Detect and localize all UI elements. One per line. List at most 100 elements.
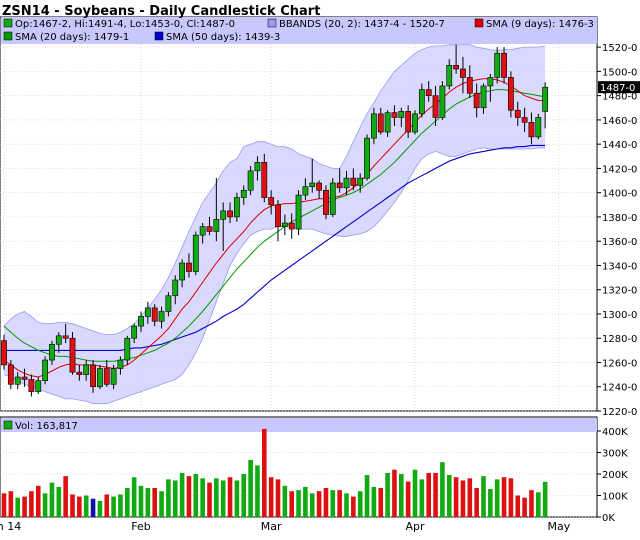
volume-bar — [166, 479, 171, 517]
candle-body — [542, 86, 549, 112]
candle-body — [131, 325, 138, 339]
candle-body — [103, 368, 110, 385]
volume-tick-label: 100K — [602, 492, 628, 503]
volume-bar — [42, 493, 48, 517]
candle-body — [316, 182, 322, 191]
candle-body — [466, 77, 473, 94]
volume-bar — [440, 462, 445, 517]
candle-body — [425, 89, 432, 96]
volume-legend-swatch — [3, 420, 13, 430]
candle-body — [1, 340, 7, 366]
candle-body — [21, 376, 28, 380]
candle-body — [412, 113, 418, 133]
candle-body — [507, 77, 514, 111]
volume-bar — [289, 491, 294, 517]
candle-body — [487, 77, 494, 87]
volume-bar — [371, 486, 377, 517]
candle-body — [521, 117, 528, 123]
candle-body — [186, 262, 192, 272]
price-tick-label: 1400-0 — [602, 189, 637, 200]
price-tick-label: 1360-0 — [602, 237, 637, 248]
chart-title: ZSN14 - Soybeans - Daily Candlestick Cha… — [2, 4, 320, 19]
candle-body — [227, 210, 233, 218]
candle-body — [69, 337, 76, 373]
volume-bar — [344, 493, 349, 517]
candle-body — [460, 68, 466, 78]
volume-bar — [111, 496, 116, 517]
volume-bar — [172, 480, 178, 517]
candle-body — [199, 226, 206, 236]
candle-body — [473, 92, 480, 109]
candle-body — [391, 112, 398, 118]
volume-header — [1, 418, 597, 432]
volume-bar — [125, 487, 130, 517]
volume-bar — [522, 497, 527, 517]
candle-body — [254, 162, 261, 172]
volume-bar — [426, 472, 431, 517]
volume-bar — [29, 491, 34, 517]
volume-bar — [268, 477, 274, 517]
volume-bar — [1, 493, 7, 517]
candle-body — [309, 182, 316, 187]
price-tick-label: 1500-0 — [602, 67, 637, 78]
legend-swatch-sma9 — [474, 18, 484, 28]
volume-bar — [138, 485, 144, 517]
candle-body — [275, 204, 281, 227]
volume-bar — [262, 428, 267, 517]
legend-label-bbands: BBANDS (20, 2): 1437-4 - 1520-7 — [279, 19, 445, 30]
volume-bar — [412, 469, 418, 517]
candle-body — [281, 222, 288, 227]
volume-bar — [22, 496, 27, 517]
volume-bar — [214, 478, 219, 517]
volume-bar — [357, 491, 363, 517]
month-label: Jan 14 — [0, 520, 21, 533]
volume-bar — [248, 460, 253, 517]
volume-bar — [104, 494, 110, 517]
volume-bar — [536, 492, 541, 517]
volume-bar — [234, 480, 240, 517]
candle-body — [343, 177, 350, 189]
volume-bar — [227, 477, 233, 517]
candle-body — [76, 371, 83, 375]
price-tick-label: 1300-0 — [602, 310, 637, 321]
candle-body — [220, 210, 227, 220]
volume-bar — [529, 490, 534, 517]
volume-bar — [186, 476, 192, 517]
candle-body — [234, 197, 240, 218]
legend-swatch-sma20 — [3, 31, 13, 41]
price-panel: 1220-0 1240-0 1260-0 1280-0 1300-0 1320-0 1340… — [0, 16, 640, 418]
volume-bar — [56, 486, 62, 517]
volume-bar — [467, 478, 473, 517]
volume-bar — [351, 496, 356, 517]
volume-bar — [207, 482, 212, 517]
candle-body — [179, 262, 185, 281]
candle-body — [124, 337, 131, 361]
volume-bar — [83, 495, 89, 517]
legend-swatch — [3, 18, 13, 28]
candle-body — [97, 368, 103, 388]
candle-body — [110, 368, 117, 385]
candle-body — [35, 380, 42, 392]
volume-bar — [118, 494, 123, 517]
volume-bar — [433, 472, 438, 517]
candle-body — [117, 359, 124, 369]
volume-bar — [488, 489, 493, 517]
volume-bar — [296, 490, 301, 517]
volume-bar — [179, 472, 185, 517]
month-label: May — [547, 520, 570, 533]
volume-bar — [515, 495, 521, 517]
price-tick-label: 1440-0 — [602, 140, 637, 151]
price-tick-label: 1220-0 — [602, 407, 637, 418]
price-tick-label: 1380-0 — [602, 213, 637, 224]
volume-bar — [330, 490, 336, 517]
candle-body — [192, 234, 199, 272]
volume-bar — [77, 496, 82, 517]
price-tick-label: 1340-0 — [602, 261, 637, 272]
volume-bar — [323, 487, 329, 517]
price-tick-label: 1520-0 — [602, 43, 637, 54]
candle-body — [432, 95, 439, 118]
candle-body — [90, 364, 96, 388]
volume-bar — [152, 487, 157, 517]
candle-body — [42, 359, 48, 381]
